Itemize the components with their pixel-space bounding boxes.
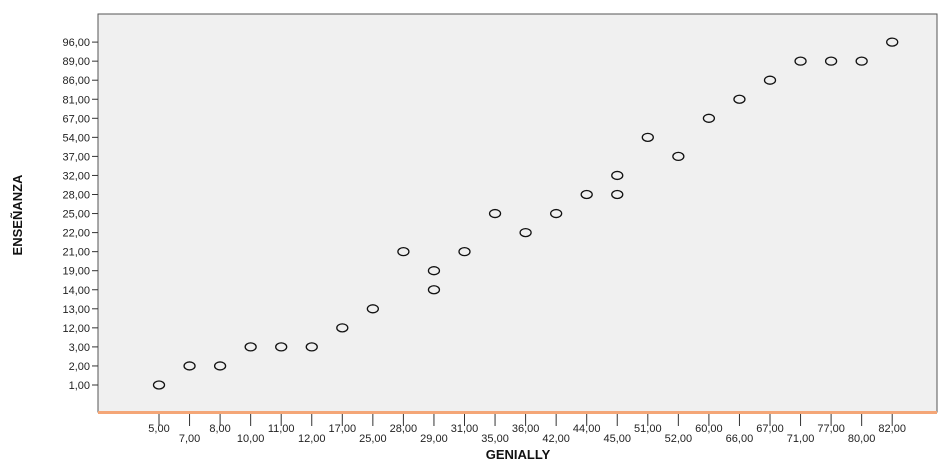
y-tick-label: 12,00 [62, 323, 90, 335]
x-tick-label: 82,00 [878, 423, 906, 435]
data-point [213, 361, 227, 371]
data-point [397, 246, 410, 257]
y-tick-label: 25,00 [62, 209, 90, 221]
data-point [702, 113, 716, 123]
y-tick-label: 21,00 [62, 247, 90, 259]
data-point [580, 189, 593, 200]
data-point [824, 56, 838, 66]
y-tick-label: 67,00 [62, 113, 90, 125]
x-tick-label: 10,00 [237, 433, 265, 445]
data-point [275, 342, 288, 352]
y-tick-label: 81,00 [62, 94, 90, 106]
x-tick-label: 31,00 [451, 423, 479, 435]
data-point [366, 304, 380, 314]
data-point [763, 75, 777, 85]
x-tick-label: 25,00 [359, 433, 387, 445]
y-tick-label: 13,00 [62, 304, 90, 316]
x-tick-label: 52,00 [665, 433, 693, 445]
x-tick-label: 51,00 [634, 423, 662, 435]
y-tick-label: 2,00 [69, 361, 90, 373]
y-tick-label: 19,00 [62, 266, 90, 278]
data-point [733, 94, 746, 104]
data-point [611, 170, 624, 181]
y-tick-label: 22,00 [62, 228, 90, 240]
x-tick-label: 7,00 [179, 433, 200, 445]
data-point [794, 56, 807, 66]
data-point [152, 380, 166, 390]
y-tick-label: 89,00 [62, 56, 90, 68]
y-tick-label: 54,00 [62, 132, 90, 144]
data-point [886, 37, 899, 47]
data-point [519, 227, 532, 238]
data-point [611, 189, 624, 200]
data-point [336, 323, 349, 333]
y-tick-label: 14,00 [62, 285, 90, 297]
data-point [427, 285, 441, 295]
y-tick-label: 37,00 [62, 151, 90, 163]
x-axis-title: GENIALLY [486, 447, 551, 462]
x-tick-label: 71,00 [787, 433, 815, 445]
data-points [152, 37, 899, 390]
x-tick-label: 80,00 [848, 433, 876, 445]
x-tick-label: 8,00 [209, 423, 230, 435]
y-axis-ticks: 1,00 2,00 3,00 12,00 13,00 14,00 19,00 21,00 22,… [62, 37, 98, 392]
data-point [305, 342, 318, 352]
x-tick-label: 77,00 [817, 423, 845, 435]
y-tick-label: 96,00 [62, 37, 90, 49]
data-point [672, 151, 685, 162]
data-point [458, 246, 471, 257]
data-point [427, 266, 441, 276]
x-tick-label: 36,00 [512, 423, 540, 435]
x-axis-ticks: 5,00 7,00 8,00 10,0011,0012,0017,0025,0028,… [148, 414, 906, 445]
x-tick-label: 67,00 [756, 423, 784, 435]
y-tick-label: 28,00 [62, 190, 90, 202]
data-point [855, 56, 868, 66]
data-point [183, 361, 196, 371]
y-tick-label: 86,00 [62, 75, 90, 87]
x-tick-label: 44,00 [573, 423, 601, 435]
y-axis-title: ENSEÑANZA [10, 174, 25, 256]
y-tick-label: 3,00 [69, 342, 90, 354]
y-tick-label: 32,00 [62, 170, 90, 182]
plot-area [97, 13, 938, 413]
x-tick-label: 29,00 [420, 433, 448, 445]
data-point [641, 132, 654, 143]
x-tick-label: 45,00 [603, 433, 631, 445]
y-tick-label: 1,00 [69, 380, 90, 392]
x-tick-label: 60,00 [695, 423, 723, 435]
x-tick-label: 66,00 [726, 433, 754, 445]
x-tick-label: 28,00 [390, 423, 418, 435]
x-tick-label: 35,00 [481, 433, 509, 445]
data-point [550, 208, 563, 219]
data-point [244, 342, 257, 352]
x-tick-label: 12,00 [298, 433, 326, 445]
x-tick-label: 17,00 [329, 423, 357, 435]
data-point [488, 208, 502, 219]
x-tick-label: 5,00 [148, 423, 169, 435]
x-tick-label: 42,00 [542, 433, 570, 445]
x-tick-label: 11,00 [268, 423, 295, 435]
